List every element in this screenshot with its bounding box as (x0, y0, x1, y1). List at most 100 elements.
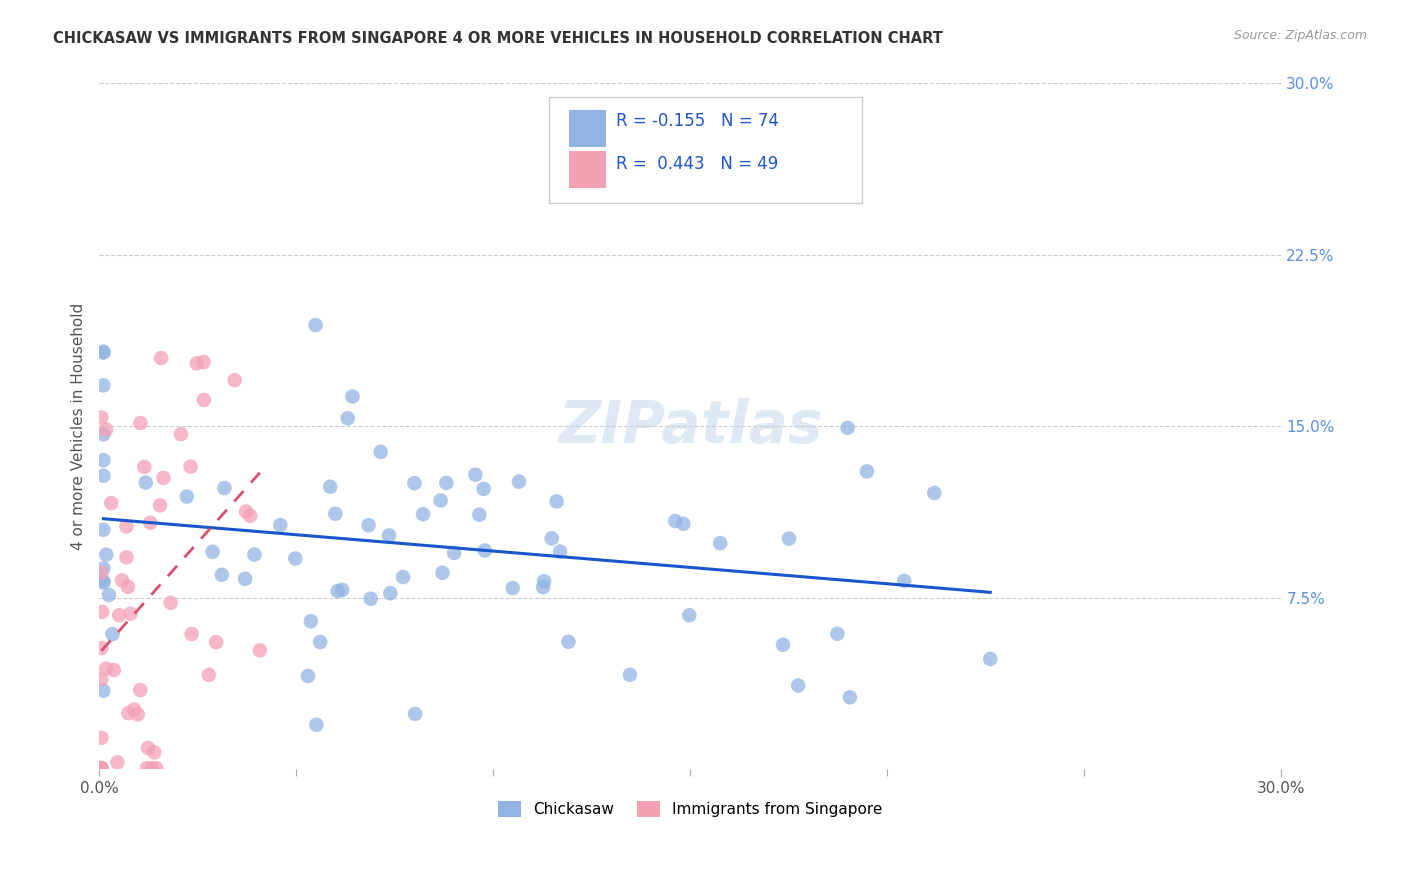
Point (672, 516, 695, 531)
Point (135, 761, 157, 775)
Point (392, 570, 415, 584)
Point (198, 668, 221, 682)
Point (360, 591, 382, 606)
Point (115, 550, 138, 565)
Point (139, 516, 162, 530)
Point (443, 546, 465, 560)
Point (127, 707, 149, 722)
Point (233, 572, 256, 586)
Point (90, 761, 112, 775)
Point (193, 392, 215, 407)
Point (827, 626, 849, 640)
Point (93, 344, 115, 359)
Point (224, 373, 246, 387)
Point (90, 731, 112, 745)
Point (269, 518, 291, 533)
Point (149, 499, 172, 513)
Point (108, 608, 131, 623)
Point (90, 640, 112, 655)
Point (434, 475, 457, 490)
Point (856, 464, 879, 478)
Point (432, 566, 454, 580)
Point (180, 627, 202, 641)
Point (90, 566, 112, 580)
Point (922, 486, 945, 500)
Point (129, 683, 152, 698)
Point (90, 761, 112, 775)
Point (201, 545, 224, 559)
Point (336, 411, 359, 425)
Point (93, 561, 115, 575)
Point (93, 453, 115, 467)
Point (129, 416, 152, 430)
Point (120, 607, 142, 621)
Point (472, 482, 495, 496)
Legend: Chickasaw, Immigrants from Singapore: Chickasaw, Immigrants from Singapore (492, 795, 889, 823)
Point (370, 445, 392, 459)
Point (143, 745, 166, 759)
Point (979, 652, 1001, 666)
Point (152, 471, 174, 485)
Point (412, 508, 434, 522)
Point (105, 756, 128, 770)
Point (540, 532, 562, 546)
Point (115, 519, 138, 533)
Point (474, 543, 496, 558)
Point (304, 318, 326, 332)
Text: R = -0.155   N = 74: R = -0.155 N = 74 (616, 112, 779, 130)
Point (357, 518, 380, 533)
Point (330, 582, 353, 597)
Point (90, 761, 112, 775)
Point (326, 584, 349, 599)
Point (90, 410, 112, 425)
Point (893, 574, 915, 588)
Point (100, 496, 122, 510)
Point (211, 567, 233, 582)
Y-axis label: 4 or more Vehicles in Household: 4 or more Vehicles in Household (72, 302, 86, 550)
Point (239, 508, 262, 523)
Point (135, 475, 157, 490)
FancyBboxPatch shape (568, 110, 606, 147)
Point (93, 523, 115, 537)
Point (468, 508, 491, 522)
Point (299, 614, 322, 628)
Point (531, 580, 554, 594)
Point (404, 706, 426, 721)
Point (557, 635, 579, 649)
Point (101, 627, 124, 641)
Point (122, 702, 145, 716)
Point (176, 490, 198, 504)
Point (193, 355, 215, 369)
Point (404, 476, 426, 491)
Point (205, 635, 228, 649)
Point (305, 717, 328, 731)
Point (180, 459, 202, 474)
FancyBboxPatch shape (548, 97, 862, 203)
Point (90, 761, 112, 775)
Point (309, 635, 332, 649)
Point (429, 493, 451, 508)
Text: ZIPatlas: ZIPatlas (558, 398, 823, 455)
Point (664, 514, 686, 528)
Point (94, 661, 117, 675)
Point (93, 468, 115, 483)
Point (533, 574, 555, 589)
Point (243, 548, 266, 562)
Point (325, 507, 347, 521)
Point (111, 574, 134, 588)
Point (93, 345, 115, 359)
Point (378, 528, 401, 542)
Point (772, 638, 794, 652)
Point (619, 667, 641, 681)
Point (159, 596, 181, 610)
Point (93, 683, 115, 698)
Point (93, 427, 115, 442)
Point (249, 643, 271, 657)
Point (93, 575, 115, 590)
Point (134, 460, 156, 475)
Point (284, 551, 307, 566)
Text: R =  0.443   N = 49: R = 0.443 N = 49 (616, 154, 778, 173)
Point (117, 580, 139, 594)
Point (342, 390, 364, 404)
Text: CHICKASAW VS IMMIGRANTS FROM SINGAPORE 4 OR MORE VEHICLES IN HOUSEHOLD CORRELATI: CHICKASAW VS IMMIGRANTS FROM SINGAPORE 4… (53, 31, 943, 46)
